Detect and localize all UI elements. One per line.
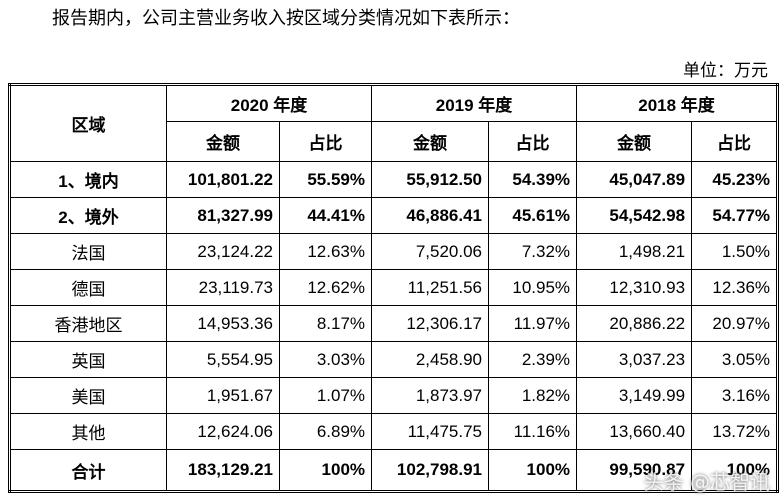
value-cell: 12.36% [691,269,779,306]
intro-text: 报告期内，公司主营业务收入按区域分类情况如下表所示： [52,8,520,28]
sub-header: 占比 [278,121,373,162]
table-body: 区域 2020 年度 2019 年度 2018 年度 金额 占比 金额 占比 金额 占比 1、境内 1… [9,84,779,492]
value-cell: 54,542.98 [576,197,693,234]
sub-header: 占比 [488,121,578,162]
unit-label: 单位：万元 [683,61,768,80]
value-cell: 23,124.22 [166,233,280,270]
region-cell: 1、境内 [9,161,167,198]
data-row: 2、境外 81,327.99 44.41% 46,886.41 45.61% 54,542… [9,197,779,234]
value-cell: 12.63% [278,233,373,270]
value-cell: 7,520.06 [371,233,490,270]
value-cell: 11,475.75 [371,413,490,450]
value-cell: 3.16% [691,377,779,414]
header-row: 区域 2020 年度 2019 年度 2018 年度 [9,84,779,162]
value-cell: 10.95% [488,269,578,306]
value-cell: 13.72% [691,413,779,450]
data-row: 1、境内 101,801.22 55.59% 55,912.50 54.39% 45,04… [9,161,779,198]
value-cell: 1.07% [278,377,373,414]
value-cell: 11.97% [488,305,578,342]
data-row: 合计 183,129.21 100% 102,798.91 100% 99,590.87 1… [9,449,779,492]
value-cell: 13,660.40 [576,413,693,450]
value-cell: 11.16% [488,413,578,450]
region-cell: 德国 [9,269,167,306]
region-cell: 香港地区 [9,305,167,342]
region-cell: 法国 [9,233,167,270]
value-cell: 3.05% [691,341,779,378]
value-cell: 1.50% [691,233,779,270]
value-cell: 54.39% [488,161,578,198]
value-cell: 6.89% [278,413,373,450]
region-cell: 合计 [9,449,167,492]
value-cell: 3.03% [278,341,373,378]
value-cell: 1,873.97 [371,377,490,414]
value-cell: 46,886.41 [371,197,490,234]
value-cell: 23,119.73 [166,269,280,306]
value-cell: 183,129.21 [166,449,280,492]
sub-header: 金额 [166,121,280,162]
data-row: 德国 23,119.73 12.62% 11,251.56 10.95% 12,310.9… [9,269,779,306]
value-cell: 44.41% [278,197,373,234]
value-cell: 81,327.99 [166,197,280,234]
value-cell: 102,798.91 [371,449,490,492]
value-cell: 5,554.95 [166,341,280,378]
region-cell: 2、境外 [9,197,167,234]
value-cell: 1,498.21 [576,233,693,270]
header-row: 金额 占比 金额 占比 金额 占比 [10,121,779,162]
data-row: 英国 5,554.95 3.03% 2,458.90 2.39% 3,037.23 3.05… [9,341,779,378]
value-cell: 20.97% [691,305,779,342]
value-cell: 55.59% [278,161,373,198]
sub-header: 金额 [371,121,490,162]
value-cell: 20,886.22 [576,305,693,342]
value-cell: 100% [278,449,373,492]
value-cell: 101,801.22 [166,161,280,198]
header-cell: 区域 [9,84,167,162]
data-row: 法国 23,124.22 12.63% 7,520.06 7.32% 1,498.21 1.… [9,233,779,270]
value-cell: 45,047.89 [576,161,693,198]
value-cell: 54.77% [691,197,779,234]
value-cell: 45.23% [691,161,779,198]
value-cell: 14,953.36 [166,305,280,342]
watermark: 头条 @芯智讯 [643,470,770,494]
value-cell: 1,951.67 [166,377,280,414]
value-cell: 12,306.17 [371,305,490,342]
value-cell: 2.39% [488,341,578,378]
region-cell: 其他 [9,413,167,450]
value-cell: 8.17% [278,305,373,342]
value-cell: 1.82% [488,377,578,414]
year-header: 2018 年度 [576,84,779,122]
data-row: 美国 1,951.67 1.07% 1,873.97 1.82% 3,149.99 3.16… [9,377,779,414]
value-cell: 100% [488,449,578,492]
region-cell: 美国 [9,377,167,414]
value-cell: 2,458.90 [371,341,490,378]
year-header: 2020 年度 [165,84,373,122]
sub-header: 金额 [576,121,693,162]
value-cell: 7.32% [488,233,578,270]
value-cell: 99,590.87 [576,449,693,492]
value-cell: 100% [691,449,779,492]
data-row: 其他 12,624.06 6.89% 11,475.75 11.16% 13,660.40… [9,413,779,450]
region-cell: 英国 [9,341,167,378]
value-cell: 12.62% [278,269,373,306]
value-cell: 12,624.06 [166,413,280,450]
region-table: 区域 2020 年度 2019 年度 2018 年度 金额 占比 金额 占比 金额 占比 1、境内 1… [8,83,780,493]
value-cell: 11,251.56 [371,269,490,306]
value-cell: 55,912.50 [371,161,490,198]
value-cell: 45.61% [488,197,578,234]
value-cell: 3,037.23 [576,341,693,378]
year-header: 2019 年度 [371,84,578,122]
value-cell: 12,310.93 [576,269,693,306]
sub-header: 占比 [691,121,779,162]
value-cell: 3,149.99 [576,377,693,414]
data-row: 香港地区 14,953.36 8.17% 12,306.17 11.97% 20,886.… [9,305,779,342]
